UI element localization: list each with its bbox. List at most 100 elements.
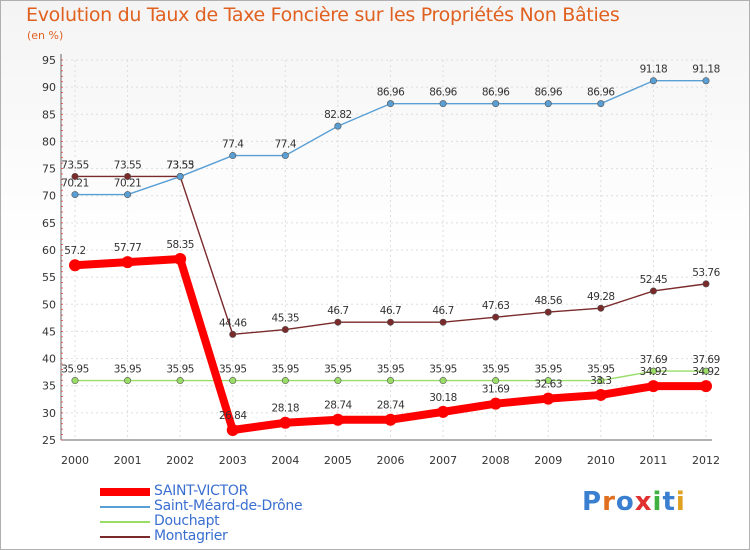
legend-swatch xyxy=(100,488,150,496)
data-point xyxy=(124,377,132,385)
data-point xyxy=(334,122,342,130)
y-tick-label: 75 xyxy=(42,163,56,176)
data-label: 58.35 xyxy=(166,239,194,251)
data-point xyxy=(649,287,657,295)
data-point xyxy=(439,318,447,326)
data-label: 35.95 xyxy=(324,364,352,376)
x-tick-label: 2004 xyxy=(271,454,299,467)
logo-letter: P xyxy=(582,487,603,517)
data-point xyxy=(437,405,450,418)
data-point xyxy=(281,377,289,385)
data-point xyxy=(597,304,605,312)
data-label: 86.96 xyxy=(534,87,562,99)
data-label: 37.69 xyxy=(692,354,720,366)
data-label: 73.55 xyxy=(166,159,194,171)
x-tick-label: 2008 xyxy=(482,454,510,467)
data-label: 57.77 xyxy=(114,242,142,254)
y-tick-label: 65 xyxy=(42,217,56,230)
y-tick-label: 80 xyxy=(42,135,56,148)
data-point xyxy=(334,318,342,326)
data-label: 77.4 xyxy=(275,139,297,151)
data-label: 73.55 xyxy=(61,159,89,171)
data-point xyxy=(439,377,447,385)
data-point xyxy=(700,380,712,393)
data-label: 35.95 xyxy=(114,364,142,376)
legend-swatch xyxy=(100,536,150,538)
data-point xyxy=(386,100,394,108)
data-label: 53.76 xyxy=(692,267,720,279)
data-point xyxy=(226,424,239,437)
data-point xyxy=(544,100,552,108)
y-tick-label: 40 xyxy=(42,353,56,366)
data-point xyxy=(542,392,555,405)
data-label: 35.95 xyxy=(482,364,510,376)
data-label: 35.95 xyxy=(534,364,562,376)
data-label: 33.3 xyxy=(590,375,611,387)
y-tick-label: 60 xyxy=(42,244,56,257)
data-point xyxy=(702,77,710,85)
data-point xyxy=(386,377,394,385)
logo-letter: t xyxy=(662,487,676,517)
data-label: 47.63 xyxy=(482,300,510,312)
data-label: 48.56 xyxy=(534,295,562,307)
data-point xyxy=(647,380,660,393)
data-point xyxy=(69,259,81,272)
data-label: 49.28 xyxy=(587,291,615,303)
data-point xyxy=(281,152,289,160)
data-label: 77.4 xyxy=(222,139,244,151)
data-label: 86.96 xyxy=(377,87,405,99)
data-point xyxy=(649,367,657,375)
data-point xyxy=(229,152,237,160)
data-label: 35.95 xyxy=(166,364,194,376)
data-point xyxy=(489,397,502,410)
data-label: 46.7 xyxy=(327,305,348,317)
y-tick-label: 50 xyxy=(42,298,56,311)
y-tick-label: 90 xyxy=(42,81,56,94)
data-point xyxy=(384,413,397,426)
x-tick-label: 2010 xyxy=(587,454,615,467)
x-tick-label: 2003 xyxy=(219,454,247,467)
data-point xyxy=(121,256,134,269)
data-label: 34.92 xyxy=(640,366,668,378)
data-point xyxy=(176,377,184,385)
data-label: 28.18 xyxy=(272,403,300,415)
data-label: 73.53 xyxy=(166,160,194,172)
data-point xyxy=(544,377,552,385)
data-label: 46.7 xyxy=(380,305,401,317)
data-label: 30.18 xyxy=(429,392,457,404)
data-point xyxy=(492,377,500,385)
data-point xyxy=(649,77,657,85)
x-tick-label: 2012 xyxy=(692,454,720,467)
x-tick-label: 2006 xyxy=(377,454,405,467)
data-point xyxy=(492,313,500,321)
data-point xyxy=(331,413,344,426)
proxiti-logo: Proxiti xyxy=(582,487,686,517)
data-point xyxy=(124,172,132,180)
data-label: 86.96 xyxy=(587,87,615,99)
data-label: 86.96 xyxy=(429,87,457,99)
legend-label: Montagrier xyxy=(154,528,228,544)
data-point xyxy=(597,100,605,108)
data-label: 35.95 xyxy=(587,364,615,376)
data-point xyxy=(439,100,447,108)
x-tick-label: 2009 xyxy=(534,454,562,467)
legend-swatch xyxy=(100,521,150,523)
legend-label: Saint-Méard-de-Drône xyxy=(154,498,303,514)
data-point xyxy=(544,308,552,316)
data-label: 37.69 xyxy=(640,354,668,366)
data-label: 73.55 xyxy=(114,159,142,171)
data-label: 35.95 xyxy=(377,364,405,376)
data-label: 28.74 xyxy=(324,400,352,412)
y-tick-label: 45 xyxy=(42,325,56,338)
data-label: 35.95 xyxy=(219,364,247,376)
data-point xyxy=(71,377,79,385)
data-label: 44.46 xyxy=(219,317,247,329)
data-label: 45.35 xyxy=(272,313,300,325)
legend-swatch xyxy=(100,506,150,508)
y-tick-label: 95 xyxy=(42,54,56,67)
data-point xyxy=(702,280,710,288)
logo-letter: x xyxy=(634,487,653,517)
data-label: 86.96 xyxy=(482,87,510,99)
data-point xyxy=(334,377,342,385)
